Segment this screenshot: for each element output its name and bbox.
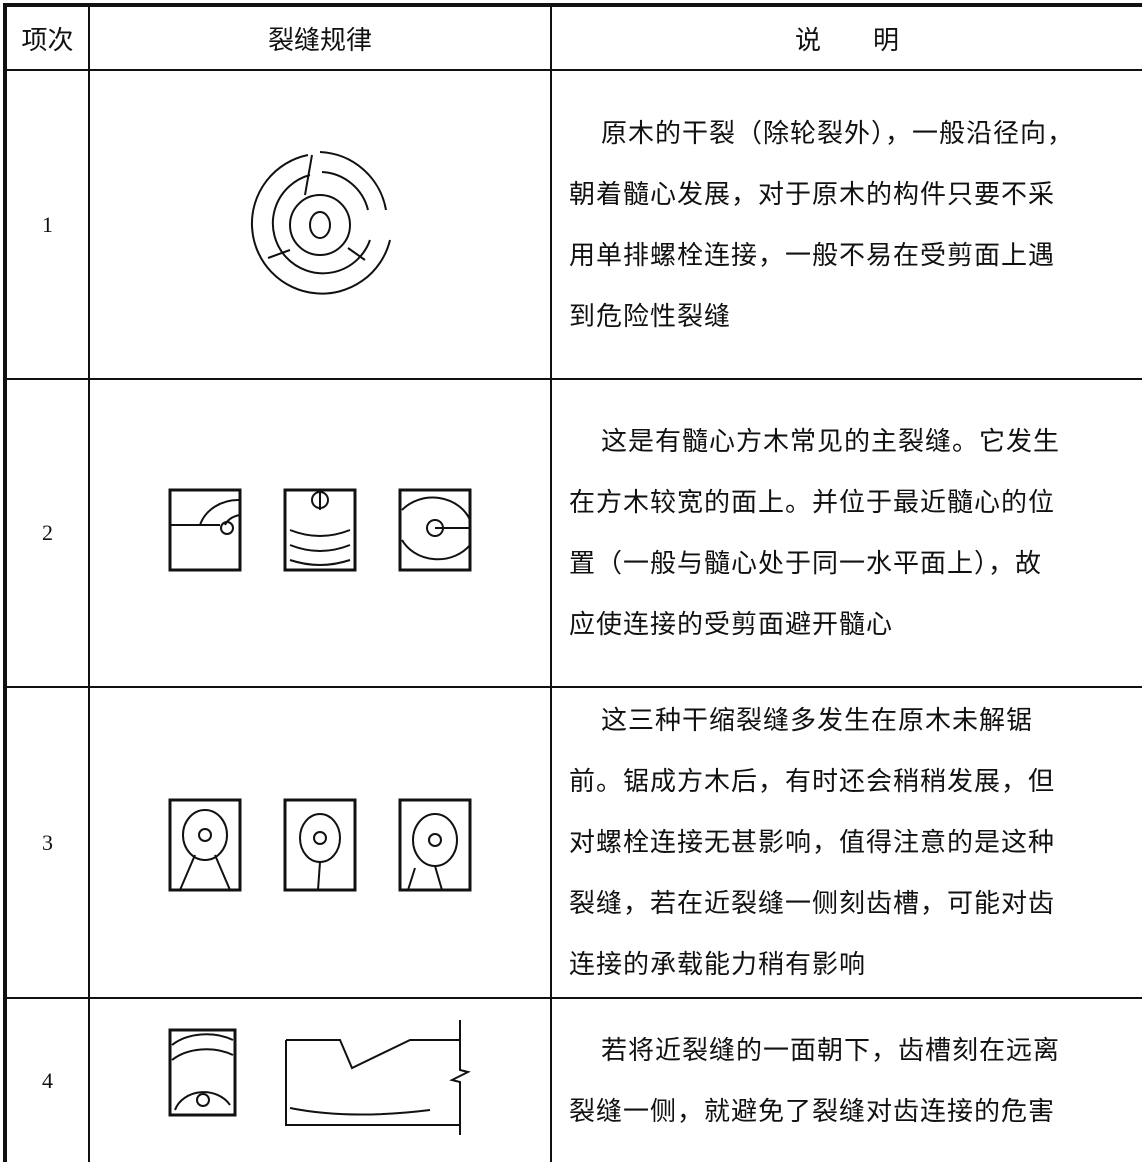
description: 若将近裂缝的一面朝下，齿槽刻在远离裂缝一侧，就避免了裂缝对齿连接的危害 (551, 999, 1142, 1162)
description-line: 置（一般与髓心处于同一水平面上），故 (569, 549, 1043, 578)
description-line: 这是有髓心方木常见的主裂缝。它发生 (601, 427, 1061, 456)
description: 这是有髓心方木常见的主裂缝。它发生在方木较宽的面上。并位于最近髓心的位 置（一般与… (551, 380, 1142, 686)
description: 原木的干裂（除轮裂外），一般沿径向， 朝着髓心发展，对于原木的构件只要不采 用单排螺… (551, 71, 1142, 378)
rule (3, 997, 1142, 999)
crack-figure (168, 798, 472, 892)
rule (3, 3, 1142, 7)
description-line: 原木的干裂（除轮裂外），一般沿径向， (601, 118, 1075, 148)
row-index: 4 (42, 1067, 53, 1093)
description-line: 裂缝，若在近裂缝一侧刻齿槽，可能对齿 (569, 889, 1056, 918)
rule (550, 3, 552, 1162)
row-index: 3 (42, 829, 53, 855)
rule (3, 378, 1142, 380)
header-cell: 裂缝规律 (267, 25, 372, 55)
description-line: 在方木较宽的面上。并位于最近髓心的位 (569, 488, 1056, 517)
rule (88, 3, 90, 1162)
rule (3, 686, 1142, 688)
crack-figure (168, 1020, 471, 1135)
header-cell: 项次 (21, 25, 74, 55)
description: 这三种干缩裂缝多发生在原木未解锯前。锯成方木后，有时还会稍稍发展，但 对螺栓连接无… (551, 688, 1142, 997)
description-line: 到危险性裂缝 (569, 301, 732, 331)
description-line: 前。锯成方木后，有时还会稍稍发展，但 (569, 767, 1056, 796)
header-cell: 说 明 (794, 25, 899, 55)
rule (3, 69, 1142, 71)
description-line: 对螺栓连接无甚影响，值得注意的是这种 (569, 828, 1056, 857)
description-line: 朝着髓心发展，对于原木的构件只要不采 (569, 179, 1056, 209)
description-line: 裂缝一侧，就避免了裂缝对齿连接的危害 (569, 1096, 1056, 1126)
row-index: 1 (42, 211, 53, 237)
rule (3, 3, 7, 1162)
crack-figure (168, 488, 472, 572)
description-line: 应使连接的受剪面避开髓心 (569, 610, 894, 639)
description-line: 若将近裂缝的一面朝下，齿槽刻在远离 (601, 1035, 1061, 1065)
description-line: 连接的承载能力稍有影响 (569, 950, 867, 979)
row-index: 2 (42, 520, 53, 545)
crack-figure (250, 151, 391, 295)
description-line: 用单排螺栓连接，一般不易在受剪面上遇 (569, 240, 1056, 270)
description-line: 这三种干缩裂缝多发生在原木未解锯 (601, 706, 1034, 735)
